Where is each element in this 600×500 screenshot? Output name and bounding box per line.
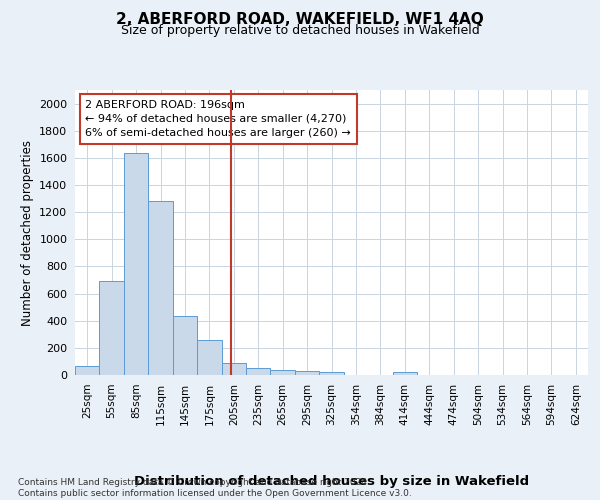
- Bar: [319, 372, 344, 375]
- Text: Contains HM Land Registry data © Crown copyright and database right 2024.
Contai: Contains HM Land Registry data © Crown c…: [18, 478, 412, 498]
- Bar: [221, 363, 246, 375]
- Bar: [100, 282, 124, 375]
- Bar: [197, 340, 221, 375]
- Text: 2, ABERFORD ROAD, WAKEFIELD, WF1 4AQ: 2, ABERFORD ROAD, WAKEFIELD, WF1 4AQ: [116, 12, 484, 28]
- Bar: [271, 370, 295, 375]
- Bar: [392, 372, 417, 375]
- Bar: [295, 371, 319, 375]
- Bar: [246, 368, 271, 375]
- Bar: [148, 200, 173, 375]
- Bar: [75, 366, 100, 375]
- Text: Size of property relative to detached houses in Wakefield: Size of property relative to detached ho…: [121, 24, 479, 37]
- Text: 2 ABERFORD ROAD: 196sqm
← 94% of detached houses are smaller (4,270)
6% of semi-: 2 ABERFORD ROAD: 196sqm ← 94% of detache…: [85, 100, 351, 138]
- Y-axis label: Number of detached properties: Number of detached properties: [20, 140, 34, 326]
- Bar: [173, 316, 197, 375]
- Bar: [124, 153, 148, 375]
- X-axis label: Distribution of detached houses by size in Wakefield: Distribution of detached houses by size …: [134, 475, 529, 488]
